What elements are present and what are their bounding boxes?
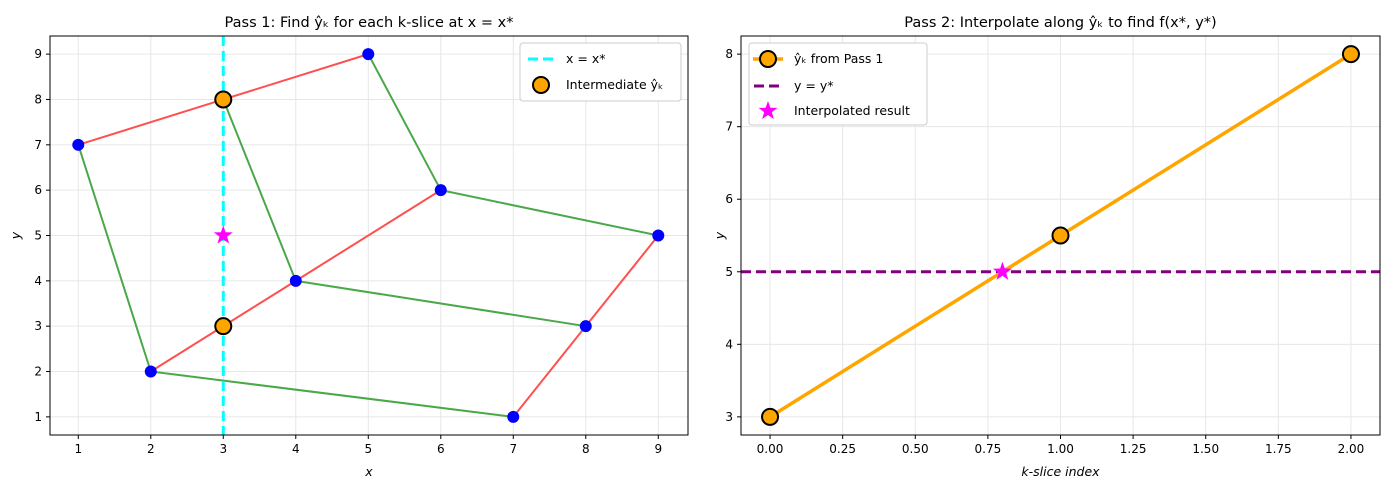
legend-label: ŷₖ from Pass 1	[794, 51, 883, 66]
grid-point	[362, 48, 375, 61]
y-axis-label: y	[712, 231, 727, 240]
x-tick-label: 1.00	[1047, 442, 1074, 456]
series-point	[1051, 226, 1070, 245]
chart-title: Pass 2: Interpolate along ŷₖ to find f(x…	[904, 15, 1216, 31]
intermediate-point	[214, 317, 233, 336]
x-tick-label: 3	[219, 442, 227, 456]
y-tick-label: 7	[725, 120, 733, 134]
grid-point	[72, 138, 85, 151]
grid-point	[652, 229, 665, 242]
x-axis-label: x	[364, 464, 373, 479]
grid-point	[507, 410, 520, 423]
series-point	[1341, 45, 1360, 64]
x-tick-label: 2.00	[1338, 442, 1365, 456]
x-tick-label: 1.75	[1265, 442, 1292, 456]
x-tick-label: 0.25	[829, 442, 856, 456]
legend-label: Interpolated result	[794, 103, 910, 118]
legend-star-icon	[758, 101, 778, 120]
star-marker	[213, 225, 233, 244]
chart-2: 0.00 0.25 0.50 0.75 1.00 1.25 1.50 1.75 2.00 3 4 5 6…	[712, 15, 1381, 479]
legend: x = x* Intermediate ŷₖ	[519, 42, 682, 102]
intermediate-point	[214, 90, 233, 109]
y-tick-label: 1	[34, 410, 42, 424]
y-tick-label: 8	[725, 47, 733, 61]
y-tick-label: 5	[34, 229, 42, 243]
y-tick-label: 3	[725, 410, 733, 424]
axes-frame	[49, 35, 689, 436]
y-tick-label: 4	[725, 337, 733, 351]
y-tick-label: 6	[725, 192, 733, 206]
x-tick-label: 6	[437, 442, 445, 456]
legend-label: y = y*	[794, 78, 833, 93]
y-tick-label: 5	[725, 265, 733, 279]
legend-marker-icon	[532, 76, 550, 94]
x-tick-label: 8	[582, 442, 590, 456]
grid-point	[289, 274, 302, 287]
y-tick-label: 6	[34, 183, 42, 197]
y-tick-label: 4	[34, 274, 42, 288]
chart-1: 1 2 3 4 5 6 7 8 9 1 2 3 4 5 6 7 8 9 x = x* Intermediate ŷₖ P…	[8, 15, 689, 479]
chart-title: Pass 1: Find ŷₖ for each k-slice at x = …	[225, 15, 514, 31]
x-tick-label: 0.00	[757, 442, 784, 456]
star-marker	[992, 261, 1012, 280]
x-tick-label: 7	[509, 442, 517, 456]
x-tick-label: 5	[364, 442, 372, 456]
legend: ŷₖ from Pass 1 y = y* Interpolated result	[748, 42, 928, 126]
legend-label: Intermediate ŷₖ	[566, 77, 663, 92]
legend-box	[519, 42, 682, 102]
legend-marker-icon	[759, 50, 777, 68]
y-tick-label: 8	[34, 92, 42, 106]
legend-box	[748, 42, 928, 126]
x-tick-label: 9	[654, 442, 662, 456]
y-axis-label: y	[8, 231, 23, 240]
grid-point	[144, 365, 157, 378]
series-point	[761, 407, 780, 426]
x-tick-label: 1.50	[1192, 442, 1219, 456]
y-tick-label: 2	[34, 365, 42, 379]
x-tick-label: 1.25	[1120, 442, 1147, 456]
legend-label: x = x*	[566, 51, 605, 66]
axes-frame	[740, 35, 1381, 436]
x-tick-label: 2	[147, 442, 155, 456]
y-tick-label: 7	[34, 138, 42, 152]
grid-point	[434, 184, 447, 197]
grid-point	[579, 320, 592, 333]
x-tick-label: 1	[74, 442, 82, 456]
x-axis-label: k-slice index	[1021, 464, 1100, 479]
y-tick-label: 9	[34, 47, 42, 61]
y-tick-label: 3	[34, 319, 42, 333]
x-tick-label: 0.50	[902, 442, 929, 456]
x-tick-label: 4	[292, 442, 300, 456]
x-tick-label: 0.75	[975, 442, 1002, 456]
